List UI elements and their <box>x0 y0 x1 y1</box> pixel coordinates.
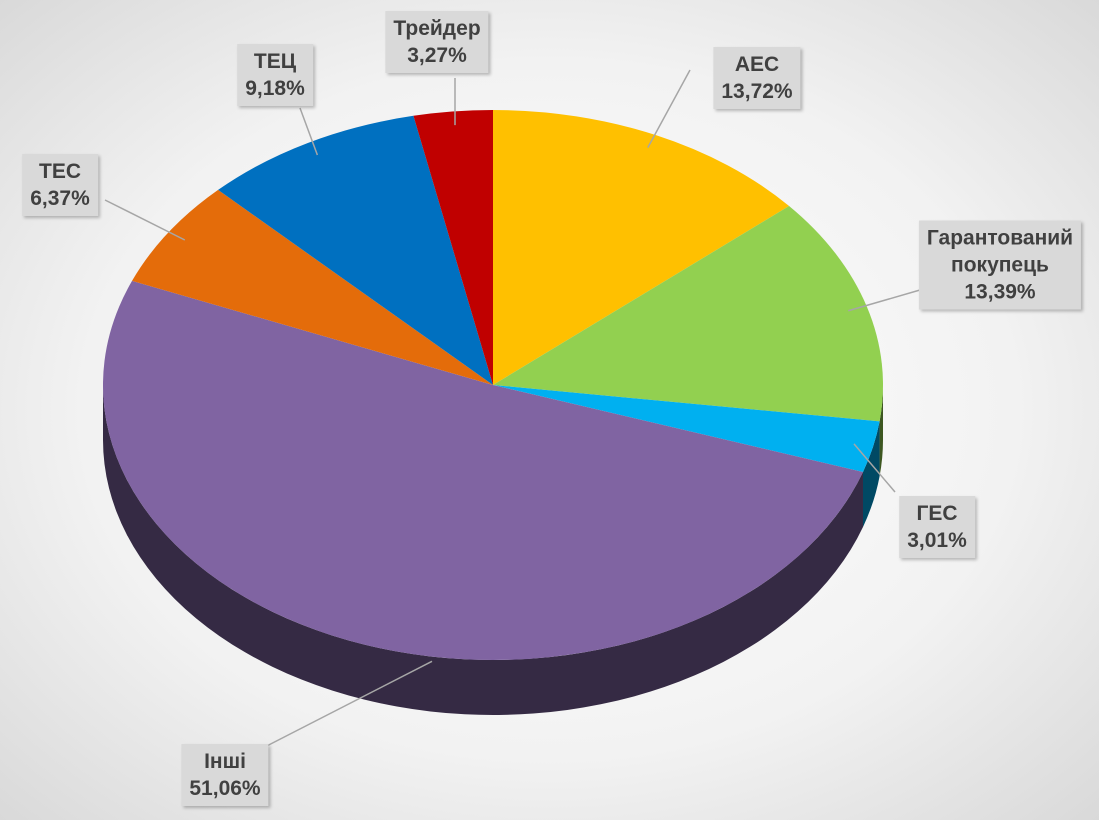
slice <box>493 110 790 385</box>
label-value: 13,39% <box>964 280 1036 304</box>
label-name: ТЕЦ <box>253 50 297 73</box>
slice <box>218 115 493 385</box>
leader-line <box>647 69 691 149</box>
data-label: Трейдер 3,27% <box>385 11 489 73</box>
label-value: 3,27% <box>407 44 467 67</box>
data-label: Гарантований покупець 13,39% <box>918 220 1082 310</box>
data-label: АЕС 13,72% <box>713 47 801 109</box>
label-value: 51,06% <box>189 777 261 800</box>
slice <box>493 385 880 472</box>
leader-line <box>848 289 921 312</box>
label-name: Інші <box>204 750 246 773</box>
leader-line <box>299 107 319 156</box>
label-name: ГЕС <box>916 502 958 525</box>
data-label: ТЕС 6,37% <box>22 154 98 216</box>
slice <box>413 110 493 385</box>
label-name: Гарантований покупець <box>926 226 1074 277</box>
leader-line <box>853 443 896 493</box>
slice <box>102 280 863 661</box>
slice-side <box>862 421 880 527</box>
slice-side <box>103 385 863 715</box>
data-label: Інші 51,06% <box>181 744 269 806</box>
label-value: 6,37% <box>30 187 90 210</box>
label-name: ТЕС <box>38 160 81 183</box>
label-name: Трейдер <box>393 17 481 40</box>
data-label: ТЕЦ 9,18% <box>237 44 313 106</box>
label-value: 3,01% <box>907 529 967 552</box>
label-name: АЕС <box>734 53 780 76</box>
data-label: ГЕС 3,01% <box>899 496 975 558</box>
leader-line <box>254 660 433 753</box>
slice <box>493 206 883 422</box>
slice <box>132 189 493 385</box>
label-value: 13,72% <box>721 80 793 103</box>
label-value: 9,18% <box>245 77 305 100</box>
slice-side <box>879 385 883 477</box>
leader-line <box>104 199 186 241</box>
